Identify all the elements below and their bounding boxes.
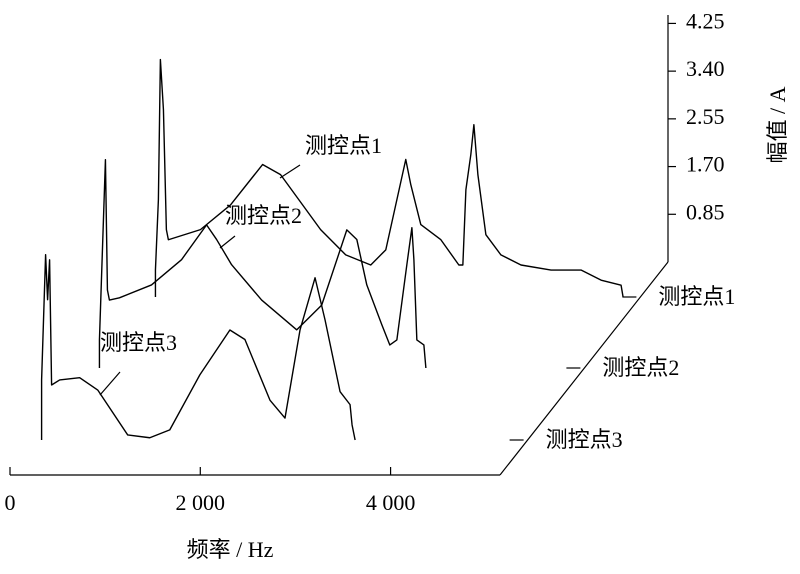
y-tick-label: 1.70: [686, 152, 725, 177]
x-axis-label: 频率 / Hz: [187, 537, 274, 562]
series-line: [154, 58, 624, 298]
series-label: 测控点3: [100, 330, 177, 355]
x-tick-label: 2 000: [176, 490, 226, 515]
y-tick-label: 4.25: [686, 8, 725, 33]
series-line: [98, 159, 427, 369]
y-tick-label: 3.40: [686, 56, 725, 81]
series-label: 测控点1: [305, 133, 382, 158]
depth-axis: [499, 261, 669, 476]
series-label: 测控点2: [225, 203, 302, 228]
leader-line: [99, 371, 121, 396]
y-tick-label: 2.55: [686, 104, 725, 129]
depth-tick-label: 测控点3: [546, 427, 623, 452]
x-tick-label: 0: [5, 490, 16, 515]
depth-tick-label: 测控点1: [658, 284, 735, 309]
y-axis-label: 幅值 / A: [765, 86, 790, 163]
depth-tick-label: 测控点2: [602, 355, 679, 380]
y-tick-label: 0.85: [686, 199, 725, 224]
x-tick-label: 4 000: [366, 490, 416, 515]
leader-line: [219, 235, 236, 249]
series-line: [40, 254, 356, 441]
leader-line: [279, 164, 301, 179]
